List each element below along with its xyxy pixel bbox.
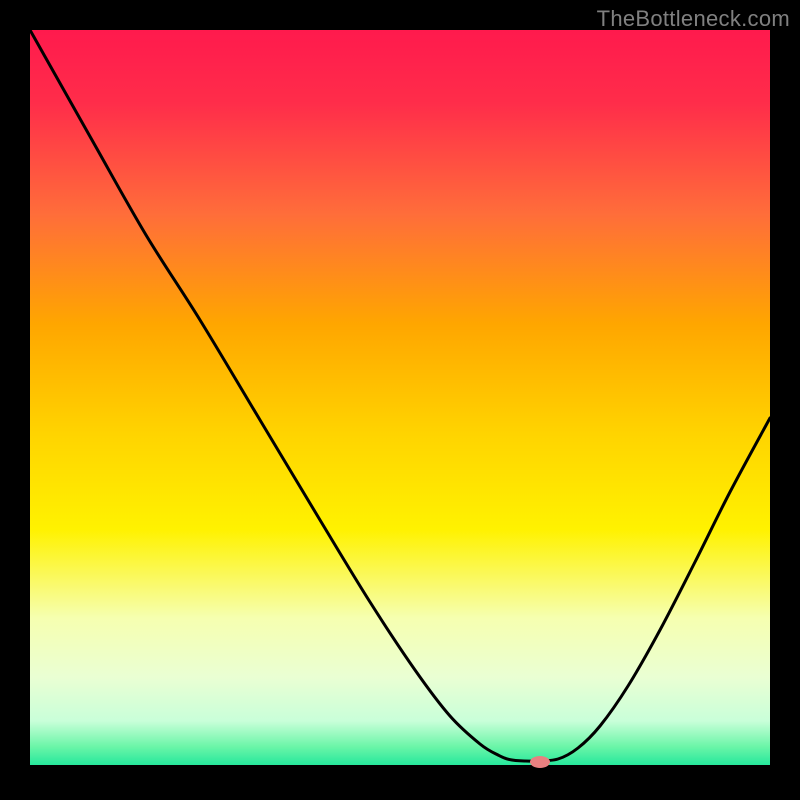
minimum-marker	[530, 756, 550, 768]
bottleneck-chart: TheBottleneck.com	[0, 0, 800, 800]
chart-canvas	[0, 0, 800, 800]
plot-background	[30, 30, 770, 765]
watermark-text: TheBottleneck.com	[597, 6, 790, 32]
